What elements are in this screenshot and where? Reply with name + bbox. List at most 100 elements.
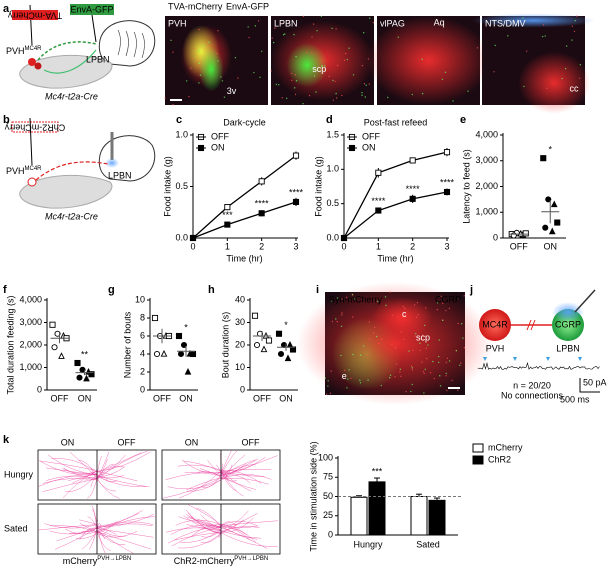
y-tick-label: 25 (323, 510, 333, 520)
cell (170, 39, 172, 42)
scale-bar (579, 378, 600, 393)
x-tick-label: Sated (416, 539, 440, 549)
cell (336, 297, 339, 299)
region-label: scp (416, 333, 430, 343)
cell (411, 367, 414, 369)
cell (272, 41, 275, 44)
cell (429, 372, 432, 374)
track (186, 524, 222, 532)
x-tick-label: Hungry (353, 539, 383, 549)
track (220, 464, 233, 480)
cell (281, 22, 283, 25)
cell (442, 319, 444, 322)
cell (234, 56, 237, 59)
track (96, 516, 155, 533)
y-axis-label: Total duration feeding (s) (5, 295, 15, 394)
track (79, 519, 98, 525)
cell (216, 52, 219, 55)
marker (409, 157, 416, 164)
cell (441, 302, 444, 305)
cell (439, 375, 441, 377)
cell (423, 324, 426, 327)
region-label: e (342, 371, 347, 381)
marker (375, 207, 382, 214)
track (183, 460, 222, 472)
significance: ** (81, 349, 89, 359)
track (220, 455, 278, 477)
cell (336, 64, 339, 67)
cell (302, 103, 304, 105)
track (167, 479, 222, 490)
group-label-sup: PVH→LPBN (234, 556, 268, 562)
image-title: NTS/DMV (485, 18, 526, 28)
region-label: PVHMC4R (6, 166, 42, 177)
marker (286, 340, 294, 348)
cell (341, 94, 343, 97)
region-label: PVHMC4R (6, 46, 42, 57)
track (56, 526, 98, 542)
cell (460, 323, 463, 325)
cell (463, 295, 465, 297)
bar (428, 499, 446, 536)
legend-swatch (472, 455, 484, 465)
cell (344, 369, 346, 372)
cell (419, 349, 421, 352)
track (89, 528, 98, 550)
track (190, 524, 222, 537)
y-tick-label: 1.0 (326, 164, 339, 174)
track (220, 470, 252, 492)
y-axis-label: Latency to feed (s) (461, 149, 471, 224)
track (184, 472, 222, 477)
marker (443, 149, 451, 156)
y-tick-label: 10 (135, 294, 145, 304)
marker (545, 196, 552, 203)
cell (257, 20, 260, 22)
marker (151, 314, 159, 322)
track (220, 470, 237, 492)
cell (311, 52, 313, 54)
cell (247, 26, 249, 28)
cell (295, 80, 298, 82)
cell (578, 77, 581, 79)
track (220, 520, 278, 526)
cell (343, 59, 346, 62)
stim-marker (546, 357, 550, 361)
cell (411, 93, 414, 96)
cell (546, 87, 548, 90)
cell (455, 350, 458, 352)
cell (359, 379, 361, 382)
cell (217, 30, 219, 32)
track (44, 523, 98, 529)
cell (330, 370, 332, 372)
cell (476, 47, 479, 49)
region-label: PVH (486, 343, 505, 353)
y-tick-label: 0 (328, 529, 333, 539)
marker (517, 229, 525, 237)
cell (576, 15, 578, 17)
cell (410, 390, 412, 393)
cell (364, 96, 366, 98)
series-line (192, 155, 297, 239)
x-tick-label: ON (78, 393, 92, 403)
cell (389, 377, 391, 379)
track (220, 524, 257, 543)
cell (463, 347, 466, 349)
track (46, 475, 98, 481)
cell (574, 19, 576, 22)
cell (460, 362, 462, 364)
cell (198, 28, 200, 31)
stim-marker (483, 357, 487, 361)
node-label: MC4R (482, 319, 508, 329)
construct-box (12, 10, 58, 20)
region-label-sup: MC4R (25, 166, 43, 172)
cell (565, 45, 568, 47)
trace (477, 362, 600, 370)
cell (380, 384, 383, 387)
marker (265, 337, 273, 344)
signal (286, 42, 328, 88)
off-label: OFF (118, 437, 136, 447)
track (96, 524, 106, 554)
chart-title: Post-fast refeed (364, 117, 428, 127)
cell (387, 96, 389, 99)
track (96, 463, 114, 480)
